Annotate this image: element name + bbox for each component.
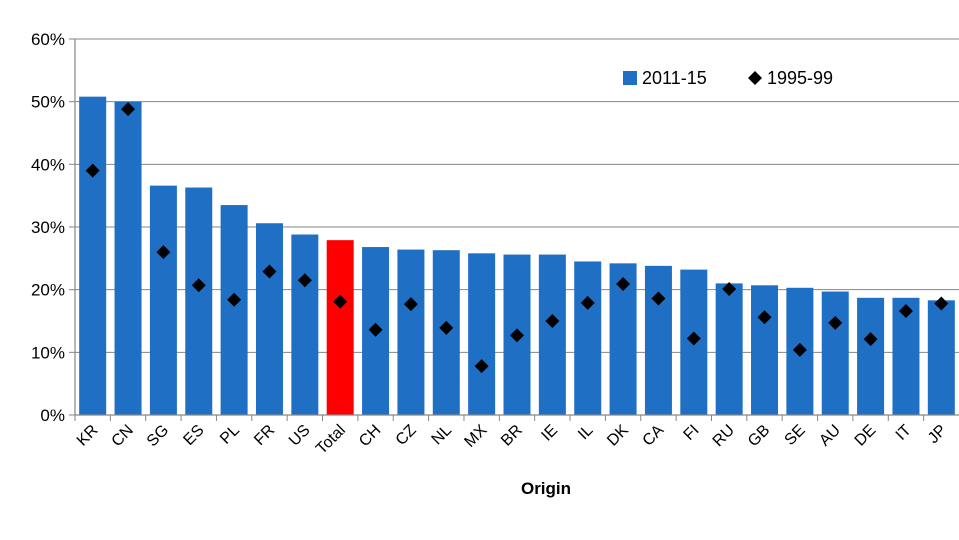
x-tick-label: KR — [74, 422, 102, 450]
bar-mx — [468, 253, 496, 415]
x-tick-label: FR — [251, 422, 278, 449]
x-tick-label: SG — [144, 422, 172, 450]
x-tick-label: DK — [604, 422, 632, 450]
marker-us — [297, 273, 312, 288]
y-tick-label: 0% — [40, 406, 65, 425]
x-tick-label: US — [286, 422, 314, 450]
x-tick-label: ES — [180, 422, 207, 449]
bar-pl — [220, 205, 248, 415]
bar-ru — [715, 283, 743, 415]
x-tick-label: DE — [852, 422, 880, 450]
marker-au — [828, 315, 843, 330]
x-tick-label: IL — [575, 422, 597, 444]
marker-de — [863, 332, 878, 347]
y-axis-ticks: 0% 10% 20% 30% 40% 50% 60% — [31, 30, 75, 425]
marker-total — [333, 294, 348, 309]
x-tick-label: AU — [816, 422, 844, 450]
marker-br — [510, 328, 524, 343]
bars-2011-15 — [79, 96, 955, 416]
marker-pl — [227, 292, 242, 307]
x-tick-label: SE — [782, 422, 809, 449]
marker-mx — [474, 359, 489, 374]
x-tick-label: CA — [640, 422, 668, 450]
marker-ca — [651, 291, 666, 306]
bar-es — [185, 187, 213, 415]
x-tick-label: IT — [893, 422, 915, 444]
bar-us — [291, 234, 319, 415]
bar-ca — [644, 265, 672, 415]
x-axis-title: Origin — [521, 479, 571, 498]
marker-es — [191, 278, 206, 293]
marker-gb — [757, 310, 772, 325]
x-tick-label: GB — [745, 422, 773, 450]
marker-dk — [616, 277, 631, 292]
x-tick-label: CN — [109, 422, 137, 450]
x-tick-label: Total — [313, 422, 349, 458]
x-tick-label: BR — [498, 422, 526, 450]
marker-sg — [156, 245, 171, 260]
marker-se — [792, 342, 807, 357]
bar-cn — [114, 101, 142, 416]
marker-il — [580, 295, 595, 310]
bar-total — [326, 240, 354, 415]
x-tick-label: PL — [217, 422, 243, 448]
legend-swatch-1995-99 — [748, 71, 762, 85]
bar-kr — [79, 96, 107, 416]
y-tick-label: 30% — [31, 218, 65, 237]
bar-sg — [149, 185, 177, 415]
legend-label-2011-15: 2011-15 — [642, 68, 707, 88]
legend: 2011-15 1995-99 — [623, 68, 833, 88]
x-tick-label: FI — [681, 422, 703, 444]
markers-1995-99 — [85, 102, 949, 374]
marker-fi — [686, 331, 701, 346]
legend-label-1995-99: 1995-99 — [767, 68, 833, 88]
y-tick-label: 10% — [31, 343, 65, 362]
x-tick-label: MX — [461, 422, 490, 451]
marker-it — [898, 303, 913, 318]
bar-fr — [255, 223, 283, 415]
marker-ch — [368, 322, 383, 337]
x-tick-label: RU — [710, 422, 738, 450]
marker-cn — [121, 102, 136, 117]
legend-swatch-2011-15 — [623, 71, 637, 85]
bar-il — [574, 261, 602, 415]
marker-cz — [403, 297, 418, 312]
bar-ie — [538, 254, 566, 415]
bar-cz — [397, 249, 425, 415]
x-tick-label: IE — [538, 422, 561, 445]
marker-ru — [722, 282, 737, 297]
y-tick-label: 40% — [31, 155, 65, 174]
marker-kr — [85, 163, 100, 178]
x-axis-categories: KR CN SG ES PL FR US Total CH CZ NL MX BR IE IL DK CA FI R… — [74, 415, 950, 458]
y-tick-label: 50% — [31, 93, 65, 112]
x-tick-label: JP — [925, 422, 950, 447]
y-tick-label: 20% — [31, 281, 65, 300]
bar-gb — [751, 285, 779, 415]
x-tick-label: CZ — [393, 422, 420, 449]
marker-ie — [545, 314, 560, 328]
marker-jp — [934, 296, 949, 311]
x-tick-label: NL — [429, 422, 456, 449]
bar-au — [821, 291, 849, 415]
marker-fr — [262, 264, 277, 279]
bar-jp — [927, 300, 955, 415]
marker-nl — [439, 320, 454, 335]
y-tick-label: 60% — [31, 30, 65, 49]
bar-de — [857, 297, 885, 415]
x-tick-label: CH — [356, 422, 384, 450]
